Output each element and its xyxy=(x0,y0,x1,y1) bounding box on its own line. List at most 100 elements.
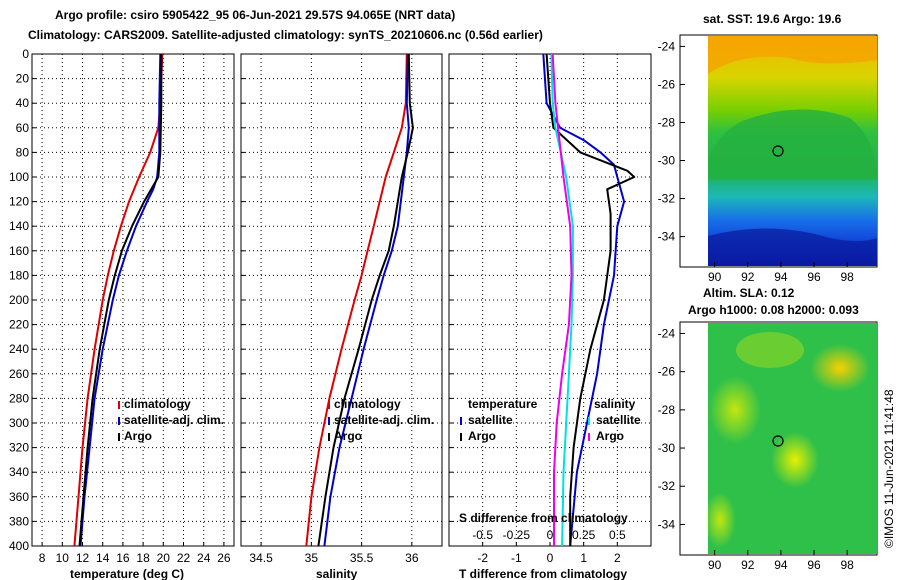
salinity-axis-label: salinity xyxy=(316,567,358,580)
legend-label-satellite-adj: satellite-adj. clim. xyxy=(334,413,434,427)
sla-title-1: Altim. SLA: 0.12 xyxy=(703,286,795,300)
legend-label-sal-argo: Argo xyxy=(596,429,624,443)
lat-tick-label: -34 xyxy=(658,517,676,531)
imos-watermark: ©IMOS 11-Jun-2021 11:41:48 xyxy=(882,389,896,548)
y-tick-label: 60 xyxy=(16,121,30,135)
series-line-climatology xyxy=(73,53,164,547)
x-tick-label: 24 xyxy=(197,551,211,565)
salinity-legend: climatology satellite-adj. clim. Argo xyxy=(328,397,434,443)
y-tick-label: 100 xyxy=(9,170,29,184)
s-tick-label: 0.5 xyxy=(609,528,626,542)
sla-profile-marker xyxy=(772,435,784,447)
series-line-salinity-satellite xyxy=(550,53,574,547)
sla-yellow-patch-4 xyxy=(704,492,736,548)
legend-label-argo: Argo xyxy=(124,429,152,443)
x-tick-label: 18 xyxy=(136,551,150,565)
temperature-axis-label: temperature (deg C) xyxy=(70,567,184,580)
s-tick-label: -0.25 xyxy=(503,528,531,542)
x-tick-label: 26 xyxy=(217,551,231,565)
x-tick-label: 36 xyxy=(405,551,419,565)
series-line-satellite-adj-clim- xyxy=(323,53,410,547)
y-tick-label: 300 xyxy=(9,416,29,430)
s-tick-label: 0.25 xyxy=(572,528,596,542)
salinity-difference-axis: S difference from climatology -0.5 -0.25 0… xyxy=(459,511,628,542)
series-line-temperature-argo xyxy=(545,53,636,546)
sla-yellow-patch-2 xyxy=(771,432,819,488)
lat-tick-label: -24 xyxy=(658,326,676,340)
y-tick-label: 240 xyxy=(9,342,29,356)
x-tick-label: 20 xyxy=(157,551,171,565)
s-tick-label: 0 xyxy=(547,528,554,542)
y-tick-label: 340 xyxy=(9,465,29,479)
lat-tick-label: -32 xyxy=(658,479,676,493)
difference-panel: -2 -1 0 1 2 xyxy=(448,53,652,565)
lat-tick-label: -30 xyxy=(658,154,676,168)
y-tick-label: 200 xyxy=(9,293,29,307)
difference-legend: temperature salinity satellite Argo sate… xyxy=(460,397,641,443)
legend-label-climatology: climatology xyxy=(124,397,191,411)
salinity-panel: 34.5 35 35.5 36 xyxy=(240,53,443,565)
sla-yellow-patch-3 xyxy=(709,376,761,444)
sst-cold-patch xyxy=(708,228,877,266)
lon-tick-label: 96 xyxy=(807,270,821,284)
y-tick-label: 140 xyxy=(9,219,29,233)
temperature-panel: 8 10 12 14 16 18 20 22 24 26020406080100120140160… xyxy=(9,47,235,565)
sla-map: Altim. SLA: 0.12 Argo h1000: 0.08 h2000:… xyxy=(658,286,878,572)
sst-map-title: sat. SST: 19.6 Argo: 19.6 xyxy=(703,12,842,26)
temperature-legend: climatology satellite-adj. clim. Argo xyxy=(118,397,224,443)
x-tick-label: 16 xyxy=(116,551,130,565)
sst-warm-patch xyxy=(708,36,877,74)
series-line-salinity-argo xyxy=(551,53,573,546)
lon-tick-label: 98 xyxy=(840,558,854,572)
legend-label-satellite-adj: satellite-adj. clim. xyxy=(124,413,224,427)
legend-label-temp-satellite: satellite xyxy=(468,413,513,427)
x-tick-label: 35.5 xyxy=(350,551,374,565)
lon-tick-label: 90 xyxy=(708,558,722,572)
x-tick-label: 12 xyxy=(76,551,90,565)
lon-tick-label: 96 xyxy=(807,558,821,572)
x-tick-label: 1 xyxy=(580,551,587,565)
y-tick-label: 280 xyxy=(9,391,29,405)
x-tick-label: 10 xyxy=(56,551,70,565)
lon-tick-label: 92 xyxy=(741,558,755,572)
series-line-climatology xyxy=(305,53,408,547)
y-tick-label: 80 xyxy=(16,145,30,159)
legend-header-salinity: salinity xyxy=(594,397,636,411)
sst-green-tongue xyxy=(708,109,877,180)
x-tick-label: 14 xyxy=(96,551,110,565)
legend-header-temperature: temperature xyxy=(468,397,538,411)
y-tick-label: 220 xyxy=(9,318,29,332)
series-line-temperature-satellite xyxy=(542,53,626,547)
y-tick-label: 20 xyxy=(16,72,30,86)
lon-tick-label: 94 xyxy=(774,270,788,284)
x-tick-label: -1 xyxy=(511,551,522,565)
y-tick-label: 120 xyxy=(9,195,29,209)
series-line-satellite-adj-clim- xyxy=(79,53,162,547)
y-tick-label: 0 xyxy=(22,47,29,61)
lat-tick-label: -26 xyxy=(658,365,676,379)
lat-tick-label: -34 xyxy=(658,230,676,244)
lat-tick-label: -24 xyxy=(658,39,676,53)
series-line-argo xyxy=(78,54,163,547)
lat-tick-label: -28 xyxy=(658,403,676,417)
x-tick-label: 2 xyxy=(614,551,621,565)
lon-tick-label: 90 xyxy=(708,270,722,284)
y-tick-label: 360 xyxy=(9,490,29,504)
legend-label-climatology: climatology xyxy=(334,397,401,411)
title-line-1: Argo profile: csiro 5905422_95 06-Jun-20… xyxy=(55,8,455,22)
title-line-2: Climatology: CARS2009. Satellite-adjuste… xyxy=(28,28,543,42)
sst-map: sat. SST: 19.6 Argo: 19.6 -24 -26 -28 -30 -3… xyxy=(658,12,878,284)
lon-tick-label: 98 xyxy=(840,270,854,284)
x-tick-label: 22 xyxy=(177,551,191,565)
lon-tick-label: 94 xyxy=(774,558,788,572)
s-difference-label: S difference from climatology xyxy=(459,511,628,525)
lat-tick-label: -30 xyxy=(658,441,676,455)
t-difference-axis-label: T difference from climatology xyxy=(459,567,627,580)
legend-label-sal-satellite: satellite xyxy=(596,413,641,427)
x-tick-label: 35 xyxy=(305,551,319,565)
lon-tick-label: 92 xyxy=(741,270,755,284)
sst-profile-marker xyxy=(772,145,784,157)
lat-tick-label: -28 xyxy=(658,115,676,129)
y-tick-label: 400 xyxy=(9,539,29,553)
lat-tick-label: -32 xyxy=(658,192,676,206)
